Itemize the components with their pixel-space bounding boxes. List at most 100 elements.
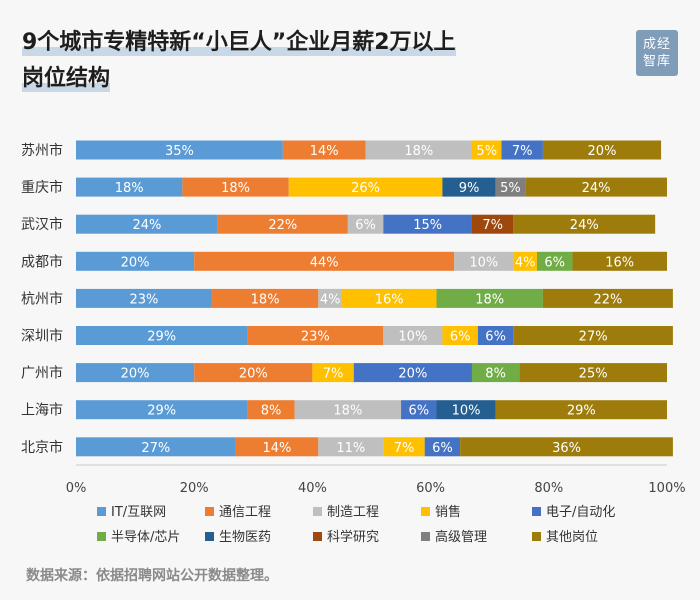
bar-segment	[542, 288, 673, 308]
bar-segment	[76, 363, 195, 383]
bar-segment	[288, 177, 443, 197]
category-label: 武汉市	[21, 216, 63, 233]
bar-segment	[76, 326, 248, 345]
category-label: 重庆市	[21, 179, 63, 196]
legend-swatch	[421, 507, 430, 516]
bar-segment	[194, 251, 455, 271]
bar-segment	[513, 326, 673, 345]
legend-swatch	[313, 507, 322, 516]
legend-label: 制造工程	[327, 505, 379, 520]
category-label: 杭州市	[21, 290, 63, 307]
data-label: 20%	[588, 144, 617, 159]
category-label: 成都市	[21, 253, 63, 270]
data-label: 18%	[475, 292, 504, 307]
data-label: 5%	[476, 144, 497, 159]
legend-label: 销售	[435, 504, 461, 520]
legend-swatch	[97, 507, 106, 516]
legend-label: 电子/自动化	[546, 505, 615, 520]
data-source-note: 数据来源：依据招聘网站公开数据整理。	[26, 568, 278, 584]
data-label: 14%	[262, 441, 291, 456]
bar-segment	[76, 140, 283, 160]
x-tick-label: 60%	[416, 481, 445, 496]
bar-segment	[471, 363, 520, 383]
data-label: 4%	[320, 292, 341, 307]
bar-segment	[247, 400, 295, 420]
bar-segment	[513, 251, 537, 271]
bar-segment	[383, 214, 472, 234]
bar-segment	[401, 400, 437, 420]
data-label: 23%	[130, 292, 159, 307]
data-label: 23%	[301, 330, 330, 345]
bar-segment	[247, 326, 384, 345]
data-label: 25%	[579, 367, 608, 382]
data-label: 8%	[485, 367, 506, 382]
data-label: 15%	[413, 218, 442, 233]
data-label: 18%	[333, 404, 362, 419]
category-label: 苏州市	[21, 142, 63, 159]
bar-segment	[513, 214, 656, 234]
data-label: 20%	[398, 367, 427, 382]
bar-segment	[76, 288, 212, 308]
title-text-2: 岗位结构	[22, 66, 111, 91]
data-label: 18%	[404, 144, 433, 159]
data-label: 24%	[132, 218, 161, 233]
data-label: 20%	[239, 367, 268, 382]
legend-label: 半导体/芯片	[111, 530, 180, 545]
x-tick-label: 100%	[648, 481, 685, 496]
data-label: 18%	[221, 181, 250, 196]
data-label: 6%	[408, 404, 429, 419]
legend-label: 其他岗位	[546, 530, 598, 545]
bar-segment	[217, 214, 348, 234]
data-label: 4%	[515, 255, 536, 270]
bar-segment	[383, 437, 425, 457]
data-label: 20%	[121, 367, 150, 382]
bar-segment	[536, 251, 573, 271]
category-label: 上海市	[21, 402, 63, 419]
bar-segment	[525, 177, 667, 197]
data-label: 26%	[351, 181, 380, 196]
bar-segment	[235, 437, 319, 457]
legend-label: 高级管理	[435, 529, 487, 545]
data-label: 16%	[605, 255, 634, 270]
bar-segment	[383, 326, 443, 345]
data-label: 18%	[115, 181, 144, 196]
data-label: 20%	[121, 255, 150, 270]
legend-swatch	[97, 532, 106, 541]
x-tick-label: 40%	[298, 481, 327, 496]
chart-title: 9个城市专精特新“小巨人”企业月薪2万以上 岗位结构	[22, 28, 612, 94]
legend-label: 科学研究	[327, 529, 379, 545]
data-label: 6%	[450, 330, 471, 345]
bar-segment	[454, 251, 514, 271]
data-label: 7%	[482, 218, 503, 233]
data-label: 44%	[310, 255, 339, 270]
data-label: 7%	[394, 441, 415, 456]
data-label: 10%	[452, 404, 481, 419]
bar-segment	[471, 140, 502, 160]
data-label: 10%	[398, 330, 427, 345]
bar-segment	[542, 140, 662, 160]
legend-label: 通信工程	[219, 505, 271, 520]
legend-label: 生物医药	[219, 530, 271, 545]
data-label: 9%	[459, 181, 480, 196]
data-label: 27%	[579, 330, 608, 345]
bar-segment	[341, 288, 437, 308]
x-tick-label: 0%	[66, 481, 87, 496]
logo-text-1: 成经	[642, 37, 671, 52]
bar-segment	[318, 437, 384, 457]
x-tick-label: 20%	[180, 481, 209, 496]
data-label: 6%	[544, 255, 565, 270]
bar-segment	[477, 326, 514, 345]
data-label: 6%	[485, 330, 506, 345]
bar-segment	[76, 437, 236, 457]
bar-segment	[347, 214, 384, 234]
data-label: 6%	[432, 441, 453, 456]
bar-segment	[365, 140, 472, 160]
data-label: 35%	[165, 144, 194, 159]
bar-segment	[436, 400, 496, 420]
bar-segment	[442, 177, 496, 197]
data-label: 29%	[147, 404, 176, 419]
bar-segment	[312, 363, 354, 383]
bar-segment	[471, 214, 514, 234]
data-label: 18%	[251, 292, 280, 307]
bar-segment	[194, 363, 313, 383]
